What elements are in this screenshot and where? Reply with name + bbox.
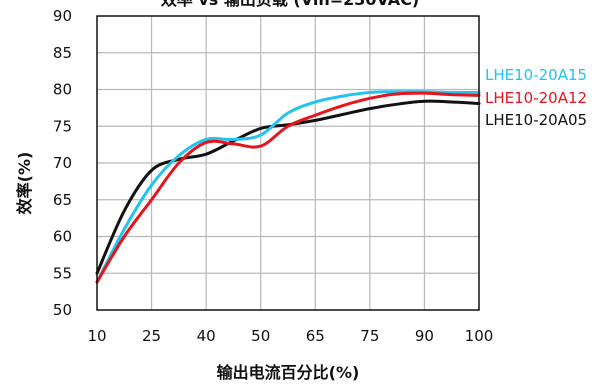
x-axis-label: 输出电流百分比(%) xyxy=(217,363,360,382)
x-tick-label: 40 xyxy=(197,327,216,345)
y-tick-label: 50 xyxy=(53,301,72,319)
series-line-lhe10-20a15 xyxy=(95,90,481,284)
x-axis-ticks: 10 25 40 50 65 75 90 100 xyxy=(87,327,493,345)
y-tick-label: 70 xyxy=(53,154,72,172)
chart-title: 效率 vs 输出负载 (Vin=230VAC) xyxy=(161,0,420,9)
y-tick-label: 85 xyxy=(53,44,72,62)
x-tick-label: 90 xyxy=(415,327,434,345)
x-tick-label: 25 xyxy=(142,327,161,345)
series-line-lhe10-20a12 xyxy=(95,91,481,284)
y-tick-label: 65 xyxy=(53,191,72,209)
legend-entry-lhe10-20a05: LHE10-20A05 xyxy=(485,111,587,129)
y-tick-label: 60 xyxy=(53,228,72,246)
x-tick-label: 65 xyxy=(306,327,325,345)
x-tick-label: 100 xyxy=(465,327,494,345)
legend: LHE10-20A15 LHE10-20A12 LHE10-20A05 xyxy=(485,66,587,129)
y-tick-label: 55 xyxy=(53,264,72,282)
legend-entry-lhe10-20a15: LHE10-20A15 xyxy=(485,66,587,84)
y-axis-ticks: 50 55 60 65 70 75 80 85 90 xyxy=(53,7,72,319)
y-axis-label: 效率(%) xyxy=(15,152,34,215)
x-tick-label: 75 xyxy=(360,327,379,345)
y-tick-label: 80 xyxy=(53,81,72,99)
x-tick-label: 10 xyxy=(87,327,106,345)
grid xyxy=(97,16,479,310)
y-tick-label: 90 xyxy=(53,7,72,25)
x-tick-label: 50 xyxy=(251,327,270,345)
series-lines xyxy=(95,90,481,284)
plot-frame xyxy=(96,15,480,311)
y-tick-label: 75 xyxy=(53,117,72,135)
legend-entry-lhe10-20a12: LHE10-20A12 xyxy=(485,89,587,107)
